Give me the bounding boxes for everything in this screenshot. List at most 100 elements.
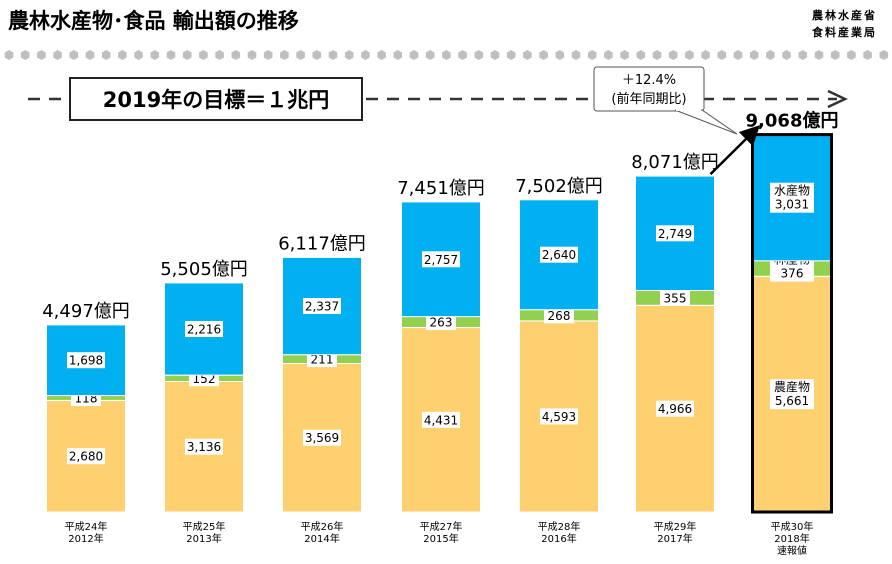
bar-stack: 農産物5,661林産物376水産物3,0319,068億円平成30年2018年速… bbox=[746, 110, 839, 557]
value-label: 5,661 bbox=[775, 394, 809, 408]
value-label-box bbox=[422, 411, 460, 428]
x-tick-label: 平成30年 bbox=[771, 520, 814, 533]
hexagon-shape bbox=[555, 50, 565, 60]
hexagon-shape bbox=[571, 50, 581, 60]
x-tick-label: 平成27年 bbox=[420, 520, 463, 533]
value-label: 3,031 bbox=[775, 198, 809, 212]
value-label: 2,337 bbox=[305, 300, 339, 314]
value-label: 2,680 bbox=[69, 450, 103, 464]
hexagon-shape bbox=[280, 50, 289, 60]
hexagon-shape bbox=[685, 50, 694, 60]
hexagon-shape bbox=[199, 50, 208, 60]
hexagon-shape bbox=[312, 50, 322, 60]
hexagon-shape bbox=[215, 50, 224, 60]
hexagon-shape bbox=[458, 50, 467, 60]
hexagon-divider-band bbox=[4, 50, 889, 60]
hexagon-shape bbox=[733, 50, 743, 60]
x-tick-label: 平成26年 bbox=[301, 520, 344, 533]
hexagon-shape bbox=[361, 50, 370, 60]
hexagon-shape bbox=[636, 50, 646, 60]
hexagon-shape bbox=[490, 50, 500, 60]
value-label: 2,757 bbox=[424, 253, 458, 267]
hexagon-shape bbox=[523, 50, 532, 60]
x-tick-label: 速報値 bbox=[777, 544, 807, 557]
value-label: 4,431 bbox=[424, 413, 458, 427]
value-label: 211 bbox=[311, 353, 334, 367]
hexagon-shape bbox=[863, 50, 872, 60]
target-label-box bbox=[69, 77, 363, 121]
value-label: 355 bbox=[664, 291, 687, 305]
value-label-box bbox=[656, 225, 694, 242]
value-label-box bbox=[67, 352, 105, 369]
x-tick-label: 2016年 bbox=[541, 532, 576, 545]
value-label-box bbox=[426, 314, 456, 331]
value-label-box bbox=[540, 246, 578, 263]
total-label: 7,502億円 bbox=[515, 176, 603, 197]
growth-callout-tail bbox=[674, 109, 738, 135]
growth-callout-box bbox=[593, 66, 705, 112]
series-name-label: 農産物 bbox=[774, 379, 810, 394]
hexagon-shape bbox=[474, 50, 484, 60]
hexagon-shape bbox=[247, 50, 257, 60]
value-label-box bbox=[303, 298, 341, 314]
value-label: 3,136 bbox=[187, 440, 221, 454]
hexagon-shape bbox=[182, 50, 192, 60]
total-label: 6,117億円 bbox=[278, 233, 366, 254]
hexagon-shape bbox=[847, 50, 856, 60]
x-tick-label: 平成24年 bbox=[65, 520, 108, 533]
hexagon-shape bbox=[539, 50, 548, 60]
hexagon-shape bbox=[442, 50, 451, 60]
hexagon-shape bbox=[506, 50, 516, 60]
hexagon-shape bbox=[620, 50, 629, 60]
growth-callout: ＋12.4% (前年同期比) bbox=[593, 66, 738, 135]
x-tick-label: 2014年 bbox=[304, 532, 339, 545]
value-label: 263 bbox=[430, 316, 453, 330]
value-label-box bbox=[185, 321, 223, 337]
value-label: 2,216 bbox=[187, 323, 221, 337]
hexagon-shape bbox=[296, 50, 305, 60]
total-label: 7,451億円 bbox=[397, 178, 485, 199]
value-label: 2,749 bbox=[658, 227, 692, 241]
target-line: 2019年の目標＝１兆円 bbox=[28, 77, 848, 121]
hexagon-shape bbox=[814, 50, 824, 60]
growth-callout-note: (前年同期比) bbox=[611, 91, 686, 107]
x-tick-label: 2018年 bbox=[774, 532, 809, 545]
hexagon-shape bbox=[879, 50, 889, 60]
hexagon-shape bbox=[231, 50, 241, 60]
value-label: 3,569 bbox=[305, 431, 339, 445]
hexagon-shape bbox=[4, 50, 14, 60]
highlight-outline bbox=[751, 133, 833, 514]
value-label-box bbox=[67, 448, 105, 465]
value-label-box bbox=[185, 438, 223, 455]
hexagon-shape bbox=[717, 50, 727, 60]
hexagon-shape bbox=[668, 50, 678, 60]
value-label-box bbox=[656, 400, 694, 417]
hexagon-shape bbox=[344, 50, 354, 60]
value-label: 1,698 bbox=[69, 354, 103, 368]
total-label: 9,068億円 bbox=[746, 110, 839, 132]
hexagon-shape bbox=[263, 50, 273, 60]
hexagon-shape bbox=[328, 50, 338, 60]
total-label: 5,505億円 bbox=[160, 259, 248, 280]
value-label: 2,640 bbox=[542, 248, 576, 262]
hexagon-shape bbox=[118, 50, 127, 60]
hexagon-shape bbox=[652, 50, 662, 60]
agency-name-line1: 農林水産省 bbox=[812, 8, 877, 22]
hexagon-shape bbox=[377, 50, 386, 60]
hexagon-shape bbox=[69, 50, 79, 60]
hexagon-shape bbox=[166, 50, 176, 60]
x-tick-label: 平成25年 bbox=[183, 520, 226, 533]
hexagon-shape bbox=[766, 50, 775, 60]
value-label-box bbox=[540, 408, 578, 425]
hexagon-shape bbox=[37, 50, 46, 60]
hexagon-shape bbox=[604, 50, 613, 60]
x-tick-label: 2015年 bbox=[423, 532, 458, 545]
hexagon-shape bbox=[150, 50, 160, 60]
hexagon-shape bbox=[101, 50, 111, 60]
